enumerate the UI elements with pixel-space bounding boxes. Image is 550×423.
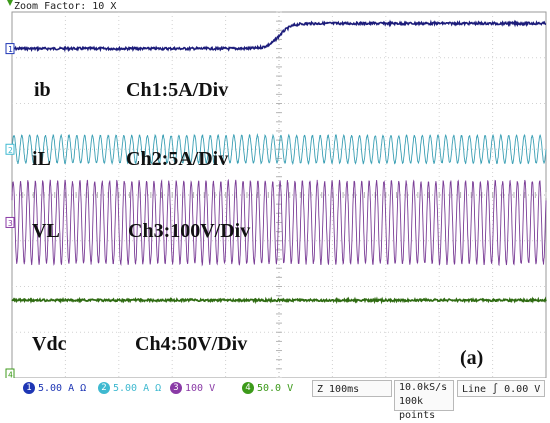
channel-2-setting[interactable]: 2 5.00 A Ω: [94, 380, 166, 397]
channel-1-unit: Ω: [80, 383, 87, 394]
channel-3-chip: 3: [170, 382, 182, 394]
trace-label-1: ib: [34, 79, 51, 101]
channel-marker-label-4: 4: [8, 371, 13, 380]
channel-1-value: 5.00 A: [38, 383, 75, 394]
sample-rate-box[interactable]: 10.0kS/s 100k points: [394, 380, 454, 421]
trace-scale-4: Ch4:50V/Div: [135, 333, 247, 355]
channel-marker-3: [5, 216, 15, 228]
channel-marker-label-3: 3: [8, 219, 13, 228]
trace-scale-1: Ch1:5A/Div: [126, 79, 228, 101]
channel-marker-2: [5, 143, 15, 155]
trace-ch4: [11, 296, 547, 305]
trace-ch3: [11, 178, 547, 267]
channel-4-value: 50.0 V: [257, 383, 294, 394]
trigger-position-marker: [7, 0, 13, 6]
channel-1-chip: 1: [23, 382, 35, 394]
trace-label-2: iL: [32, 148, 51, 170]
channel-2-chip: 2: [98, 382, 110, 394]
channel-3-value: 100 V: [185, 383, 216, 394]
channel-4-chip: 4: [242, 382, 254, 394]
panel-label: (a): [460, 347, 483, 369]
channel-marker-label-1: 1: [8, 45, 13, 54]
status-footer: 1 5.00 A Ω 2 5.00 A Ω 3 100 V 4 50.0 V Z 100…: [0, 378, 550, 421]
channel-2-value: 5.00 A: [113, 383, 150, 394]
trace-label-4: Vdc: [32, 333, 67, 355]
channel-1-setting[interactable]: 1 5.00 A Ω: [19, 380, 91, 397]
trace-scale-2: Ch2:5A/Div: [126, 148, 228, 170]
channel-marker-label-2: 2: [8, 146, 13, 155]
channel-3-setting[interactable]: 3 100 V: [166, 380, 236, 397]
channel-marker-1: [5, 43, 15, 55]
horizontal-zoom-value: Z 100ms: [317, 384, 360, 395]
record-length-value: 100k points: [399, 396, 436, 421]
trigger-value: Line ∫ 0.00 V: [462, 384, 541, 395]
trace-scale-3: Ch3:100V/Div: [128, 220, 250, 242]
trigger-box[interactable]: Line ∫ 0.00 V: [457, 380, 545, 397]
trace-ch1: [11, 19, 547, 53]
horizontal-zoom-box[interactable]: Z 100ms: [312, 380, 392, 397]
trace-label-3: VL: [32, 220, 60, 242]
channel-2-unit: Ω: [155, 383, 162, 394]
trace-ch2: [11, 133, 547, 166]
channel-4-setting[interactable]: 4 50.0 V: [238, 380, 308, 397]
sample-rate-value: 10.0kS/s: [399, 382, 448, 393]
zoom-factor-label: Zoom Factor: 10 X: [14, 1, 117, 12]
